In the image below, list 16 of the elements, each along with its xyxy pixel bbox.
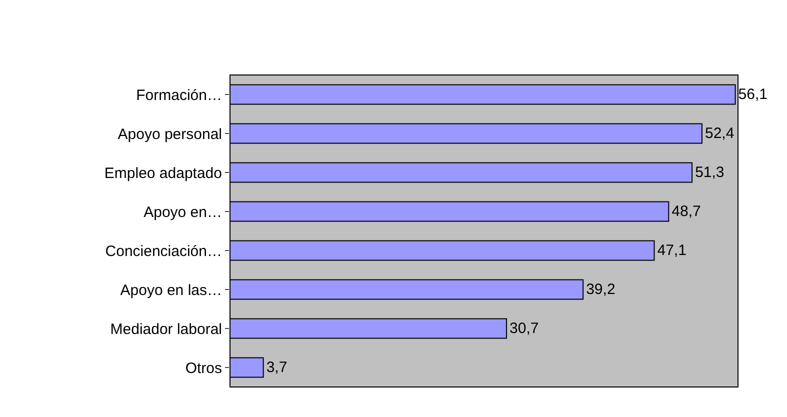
y-tick-label: Mediador laboral [110,320,222,338]
y-tick-label: Apoyo en… [144,204,222,221]
y-tick-label: Formación… [136,86,222,104]
data-label: 51,3 [695,164,724,181]
data-label: 30,7 [510,320,539,337]
data-label: 52,4 [704,125,734,142]
data-label: 47,1 [657,242,686,259]
y-tick-label: Apoyo personal [118,126,222,143]
data-label: 56,1 [738,86,768,103]
y-tick-label: Otros [185,360,222,377]
data-label: 48,7 [672,203,701,220]
data-label: 39,2 [586,281,616,298]
data-label: 3,7 [266,359,288,376]
y-tick-label: Empleo adaptado [104,164,222,182]
y-tick-label: Concienciación… [105,242,222,260]
y-tick-label: Apoyo en las… [120,282,222,299]
